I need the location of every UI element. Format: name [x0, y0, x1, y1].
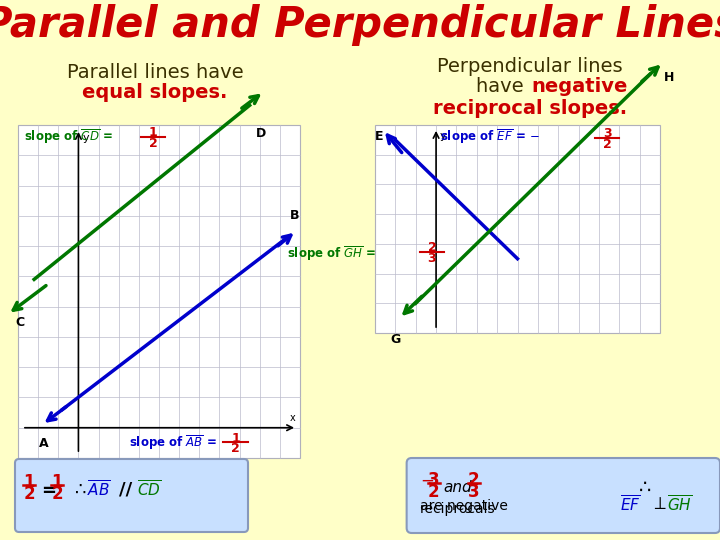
Text: H: H: [664, 71, 675, 84]
Text: 2: 2: [51, 485, 63, 503]
Text: 3: 3: [428, 252, 436, 265]
Text: slope of $\overline{EF}$ = $-$: slope of $\overline{EF}$ = $-$: [440, 127, 540, 146]
Text: C: C: [15, 316, 24, 329]
Text: $\overline{EF}$: $\overline{EF}$: [620, 495, 641, 515]
Text: $\therefore$: $\therefore$: [71, 480, 87, 498]
Text: 1: 1: [23, 473, 35, 491]
Text: A: A: [40, 437, 49, 450]
Text: 2: 2: [231, 442, 240, 455]
Text: slope of $\overline{AB}$ =: slope of $\overline{AB}$ =: [129, 433, 217, 451]
Text: reciprocals: reciprocals: [420, 502, 495, 516]
FancyBboxPatch shape: [407, 458, 720, 533]
Text: 1: 1: [231, 431, 240, 445]
Text: $\overline{AB}$: $\overline{AB}$: [87, 480, 111, 500]
Text: 1: 1: [51, 473, 63, 491]
Text: $\overline{GH}$: $\overline{GH}$: [667, 495, 693, 515]
Text: $-$: $-$: [420, 471, 433, 489]
Bar: [18, 125, 300, 458]
Text: $\overline{CD}$: $\overline{CD}$: [137, 480, 161, 500]
Text: 2: 2: [603, 138, 611, 151]
Text: $\therefore$: $\therefore$: [635, 477, 652, 496]
Text: Parallel and Perpendicular Lines: Parallel and Perpendicular Lines: [0, 4, 720, 46]
Text: D: D: [256, 127, 266, 140]
Text: 3: 3: [603, 127, 611, 140]
Text: Parallel lines have: Parallel lines have: [67, 63, 243, 82]
Text: Perpendicular lines: Perpendicular lines: [437, 57, 623, 76]
Text: have: have: [476, 78, 530, 97]
Text: slope of $\overline{CD}$ =: slope of $\overline{CD}$ =: [24, 127, 113, 146]
Text: 2: 2: [428, 483, 439, 501]
Text: B: B: [290, 209, 300, 222]
Text: 3: 3: [428, 471, 439, 489]
Bar: [375, 125, 660, 333]
Text: 2: 2: [148, 137, 158, 150]
Text: 3: 3: [468, 483, 480, 501]
Text: 2: 2: [468, 471, 480, 489]
Text: 1: 1: [148, 126, 158, 139]
Text: //: //: [119, 480, 132, 498]
Text: G: G: [390, 333, 400, 346]
Text: x: x: [289, 413, 295, 423]
Text: 2: 2: [428, 241, 436, 254]
Text: y: y: [82, 133, 89, 143]
Text: are negative: are negative: [420, 499, 508, 513]
Text: negative: negative: [531, 78, 627, 97]
Text: equal slopes.: equal slopes.: [82, 84, 228, 103]
Text: $\perp$: $\perp$: [650, 495, 667, 513]
Text: =: =: [41, 482, 56, 500]
Text: reciprocal slopes.: reciprocal slopes.: [433, 98, 627, 118]
Text: slope of $\overline{GH}$ =: slope of $\overline{GH}$ =: [287, 244, 377, 263]
Text: E: E: [375, 130, 384, 143]
Text: and: and: [444, 480, 472, 495]
FancyBboxPatch shape: [15, 459, 248, 532]
Text: y: y: [440, 131, 446, 141]
Text: 2: 2: [23, 485, 35, 503]
